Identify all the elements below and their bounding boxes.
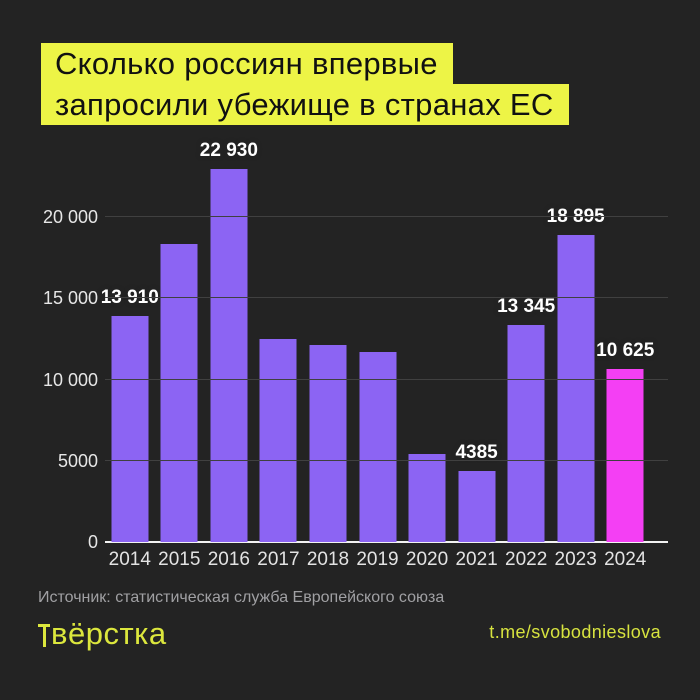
source-note: Источник: статистическая служба Европейс…	[38, 589, 445, 606]
verstka-logo-text: вёрстка	[51, 616, 167, 651]
bar-2022	[507, 325, 545, 542]
bars-row: 13 910 22 930 4385 13 345 18 895 10 625	[101, 140, 654, 542]
x-tick-label-2015: 2015	[158, 549, 201, 570]
y-tick-label-10000: 10 000	[42, 369, 98, 390]
verstka-logo: вёрстка	[38, 616, 167, 652]
gridline-5000	[105, 459, 668, 461]
y-tick-label-15000: 15 000	[42, 288, 98, 309]
x-tick-label-2019: 2019	[356, 549, 399, 570]
x-tick-label-2024: 2024	[604, 549, 647, 570]
gridline-10000	[105, 378, 668, 380]
bar-column-2014: 13 910	[101, 140, 159, 542]
x-tick-label-2014: 2014	[108, 549, 151, 570]
bar-2017	[259, 338, 297, 542]
page-title: Сколько россиян впервые запросили убежищ…	[41, 43, 569, 125]
bar-column-2018	[303, 140, 353, 542]
y-tick-label-5000: 5000	[57, 450, 98, 471]
y-tick-label-20000: 20 000	[42, 207, 98, 227]
verstka-logo-mark-icon	[38, 624, 51, 647]
y-axis: 20 000 15 000 10 000 5000 0	[20, 140, 98, 552]
x-axis-line	[105, 541, 668, 543]
x-tick-label-2021: 2021	[455, 549, 498, 570]
x-axis: 2014 2015 2016 2017 2018 2019 2020 2021 2022 2023…	[105, 548, 650, 572]
bar-2024	[606, 369, 644, 542]
bar-value-label-2022: 13 345	[497, 296, 556, 318]
bar-column-2022: 13 345	[497, 140, 555, 542]
title-line-2: запросили убежище в странах ЕС	[41, 84, 569, 125]
bar-2019	[359, 351, 396, 542]
bar-2016	[210, 169, 248, 542]
bar-column-2019	[353, 140, 403, 542]
gridline-15000	[105, 297, 668, 299]
bar-column-2020	[402, 140, 452, 542]
y-tick-label-0: 0	[87, 532, 98, 552]
title-line-1: Сколько россиян впервые	[41, 43, 453, 84]
bar-2020	[408, 453, 446, 542]
bar-column-2015	[155, 140, 205, 542]
bar-2014	[111, 315, 149, 542]
bar-chart-plot: 13 910 22 930 4385 13 345 18 895 10 625	[101, 140, 668, 543]
bar-2015	[160, 243, 198, 542]
x-tick-label-2022: 2022	[505, 549, 548, 570]
bar-2021	[458, 470, 496, 542]
bar-column-2016: 22 930	[200, 140, 258, 542]
bar-column-2021: 4385	[452, 140, 502, 542]
telegram-link[interactable]: t.me/svobodnieslova	[489, 622, 661, 642]
bar-column-2017	[254, 140, 304, 542]
x-tick-label-2020: 2020	[405, 549, 449, 570]
x-tick-label-2016: 2016	[207, 549, 250, 570]
bar-2018	[309, 344, 347, 542]
gridline-20000	[105, 216, 668, 217]
bar-column-2024: 10 625	[596, 140, 654, 542]
x-tick-label-2018: 2018	[306, 549, 350, 570]
bar-column-2023: 18 895	[547, 140, 605, 542]
x-tick-label-2023: 2023	[554, 549, 597, 570]
bar-value-label-2024: 10 625	[596, 340, 655, 362]
x-tick-label-2017: 2017	[257, 549, 300, 570]
bar-value-label-2021: 4385	[455, 441, 498, 463]
bar-value-label-2016: 22 930	[199, 140, 258, 162]
bar-2023	[557, 234, 595, 542]
